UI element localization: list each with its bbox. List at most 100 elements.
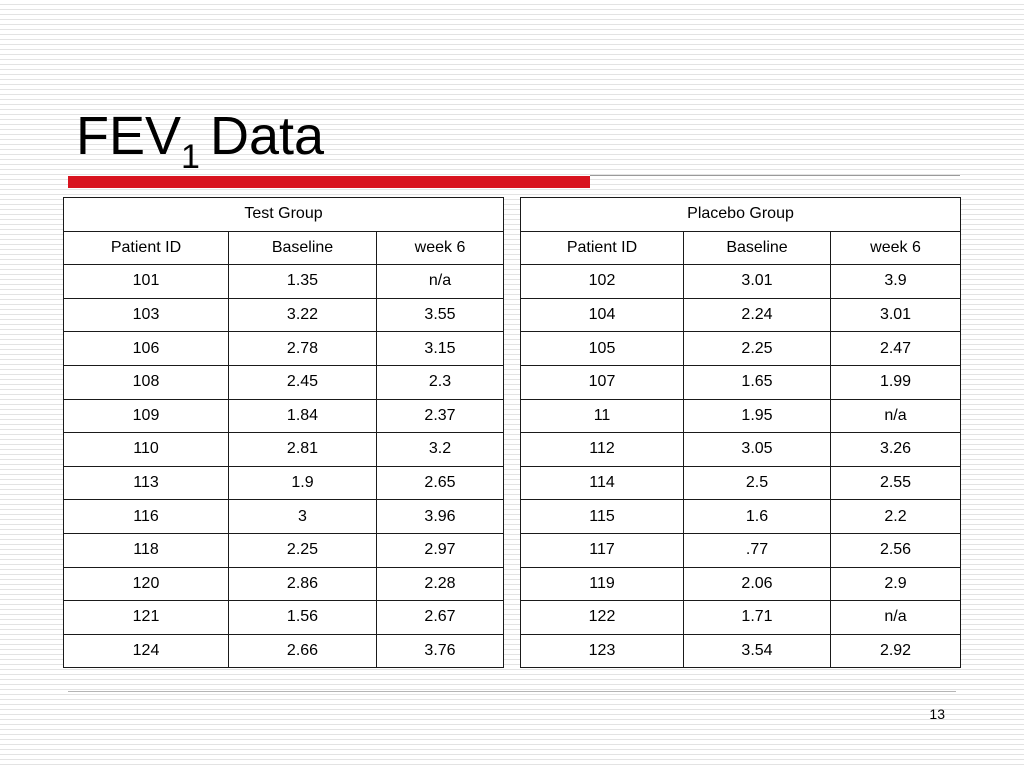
table-cell: 112 bbox=[520, 432, 684, 467]
table-cell: 2.66 bbox=[228, 633, 377, 669]
table-cell: 118 bbox=[63, 532, 229, 568]
group-header-row: Test Group bbox=[63, 197, 504, 232]
table-cell: 107 bbox=[520, 364, 684, 400]
table-cell: .77 bbox=[683, 532, 831, 568]
table-cell: 124 bbox=[63, 633, 229, 669]
table-cell: 113 bbox=[63, 465, 229, 501]
table-cell: 121 bbox=[63, 600, 229, 635]
table-row: 107 1.65 1.99 bbox=[520, 364, 962, 400]
table-cell: 2.81 bbox=[228, 432, 377, 467]
table-row: 110 2.81 3.2 bbox=[63, 432, 504, 467]
table-cell: 110 bbox=[63, 432, 229, 467]
title-main: FEV bbox=[76, 106, 182, 166]
column-header-cell: week 6 bbox=[829, 230, 962, 266]
placebo-group-table: Placebo Group Patient ID Baseline week 6 102… bbox=[519, 197, 962, 669]
table-row: 122 1.71 n/a bbox=[520, 600, 962, 635]
table-cell: n/a bbox=[376, 264, 504, 299]
column-header-cell: Baseline bbox=[228, 230, 377, 266]
table-cell: 1.65 bbox=[683, 364, 831, 400]
table-cell: 2.65 bbox=[376, 465, 504, 501]
table-cell: 2.86 bbox=[228, 566, 377, 602]
table-row: 108 2.45 2.3 bbox=[63, 364, 504, 400]
table-cell: 3.01 bbox=[829, 297, 962, 333]
column-header-row: Patient ID Baseline week 6 bbox=[63, 230, 504, 266]
table-row: 112 3.05 3.26 bbox=[520, 432, 962, 467]
table-cell: 3.22 bbox=[228, 297, 377, 333]
table-row: 118 2.25 2.97 bbox=[63, 532, 504, 568]
table-cell: 103 bbox=[63, 297, 229, 333]
table-cell: 3.96 bbox=[376, 499, 504, 534]
table-cell: 2.47 bbox=[829, 331, 962, 366]
table-cell: 1.95 bbox=[683, 398, 831, 434]
table-cell: 120 bbox=[63, 566, 229, 602]
table-cell: 1.35 bbox=[228, 264, 377, 299]
table-cell: n/a bbox=[829, 600, 962, 635]
table-cell: 2.9 bbox=[829, 566, 962, 602]
table-cell: 122 bbox=[520, 600, 684, 635]
table-cell: 2.06 bbox=[683, 566, 831, 602]
table-cell: 3.55 bbox=[376, 297, 504, 333]
table-cell: 105 bbox=[520, 331, 684, 366]
title-subscript: 1 bbox=[181, 138, 200, 176]
table-cell: 2.92 bbox=[829, 633, 962, 669]
table-row: 114 2.5 2.55 bbox=[520, 465, 962, 501]
table-row: 102 3.01 3.9 bbox=[520, 264, 962, 299]
table-cell: 3.9 bbox=[829, 264, 962, 299]
table-row: 124 2.66 3.76 bbox=[63, 633, 504, 669]
table-cell: 3.05 bbox=[683, 432, 831, 467]
table-cell: 106 bbox=[63, 331, 229, 366]
table-cell: 109 bbox=[63, 398, 229, 434]
table-cell: 102 bbox=[520, 264, 684, 299]
table-cell: 123 bbox=[520, 633, 684, 669]
table-cell: 3.26 bbox=[829, 432, 962, 467]
column-header-cell: Baseline bbox=[683, 230, 831, 266]
table-row: 116 3 3.96 bbox=[63, 499, 504, 534]
table-cell: 1.56 bbox=[228, 600, 377, 635]
title-divider-line bbox=[590, 175, 960, 176]
table-row: 104 2.24 3.01 bbox=[520, 297, 962, 333]
table-cell: 3 bbox=[228, 499, 377, 534]
footer-divider-line bbox=[68, 691, 956, 692]
table-cell: 2.2 bbox=[829, 499, 962, 534]
table-cell: 2.28 bbox=[376, 566, 504, 602]
table-row: 113 1.9 2.65 bbox=[63, 465, 504, 501]
table-cell: 116 bbox=[63, 499, 229, 534]
test-group-table: Test Group Patient ID Baseline week 6 101 1.3… bbox=[63, 197, 504, 669]
table-cell: 2.5 bbox=[683, 465, 831, 501]
column-header-cell: Patient ID bbox=[520, 230, 684, 266]
table-cell: 1.71 bbox=[683, 600, 831, 635]
table-cell: 3.01 bbox=[683, 264, 831, 299]
table-cell: 2.25 bbox=[683, 331, 831, 366]
table-row: 103 3.22 3.55 bbox=[63, 297, 504, 333]
slide-number: 13 bbox=[929, 706, 945, 722]
table-row: 106 2.78 3.15 bbox=[63, 331, 504, 366]
table-cell: 11 bbox=[520, 398, 684, 434]
table-row: 117.77 2.56 bbox=[520, 532, 962, 568]
table-cell: 2.45 bbox=[228, 364, 377, 400]
table-cell: 1.9 bbox=[228, 465, 377, 501]
table-cell: 2.67 bbox=[376, 600, 504, 635]
column-header-row: Patient ID Baseline week 6 bbox=[520, 230, 962, 266]
table-cell: 3.54 bbox=[683, 633, 831, 669]
table-row: 109 1.84 2.37 bbox=[63, 398, 504, 434]
table-cell: 1.84 bbox=[228, 398, 377, 434]
table-cell: 2.3 bbox=[376, 364, 504, 400]
table-row: 119 2.06 2.9 bbox=[520, 566, 962, 602]
table-cell: 104 bbox=[520, 297, 684, 333]
slide-title: FEV1 Data bbox=[76, 104, 324, 176]
table-row: 121 1.56 2.67 bbox=[63, 600, 504, 635]
table-cell: 3.76 bbox=[376, 633, 504, 669]
group-title-cell: Placebo Group bbox=[519, 197, 962, 232]
table-cell: 117 bbox=[520, 532, 684, 568]
table-row: 101 1.35 n/a bbox=[63, 264, 504, 299]
table-cell: 2.24 bbox=[683, 297, 831, 333]
table-cell: 108 bbox=[63, 364, 229, 400]
title-accent-bar bbox=[68, 176, 590, 188]
table-cell: 101 bbox=[63, 264, 229, 299]
table-cell: 2.55 bbox=[829, 465, 962, 501]
table-cell: 3.15 bbox=[376, 331, 504, 366]
table-cell: 119 bbox=[520, 566, 684, 602]
table-cell: 2.56 bbox=[829, 532, 962, 568]
table-row: 105 2.25 2.47 bbox=[520, 331, 962, 366]
table-row: 11 1.95 n/a bbox=[520, 398, 962, 434]
